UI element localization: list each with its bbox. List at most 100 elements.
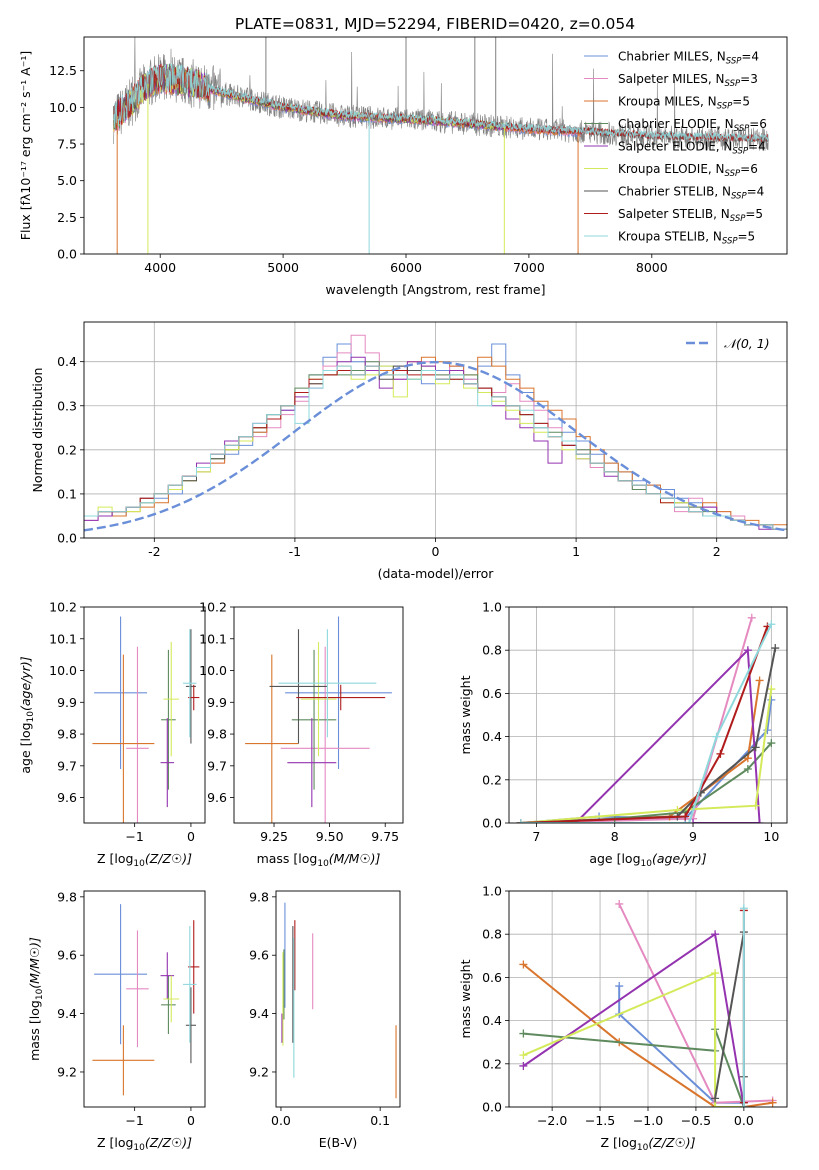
series-point-salpeter_elodie — [519, 1061, 528, 1070]
y-tick-label: 9.6 — [57, 790, 77, 805]
x-tick-label: 10 — [763, 829, 779, 844]
y-tick-label: 5.0 — [57, 173, 77, 188]
y-tick-label: 0.2 — [57, 442, 77, 457]
residuals-xlabel: (data-model)/error — [378, 566, 495, 581]
legend-label: Salpeter ELODIE, NSSP=4 — [618, 140, 766, 157]
axes-frame — [508, 606, 788, 824]
axes-frame — [83, 606, 206, 824]
y-tick-label: 0.3 — [57, 398, 77, 413]
x-tick-label: 0 — [187, 1113, 195, 1128]
series-point-kroupa_elodie — [519, 1051, 528, 1060]
series-point-salpeter_elodie — [755, 819, 764, 823]
residuals-ylabel: Normed distribution — [30, 368, 45, 493]
series-point-kroupa_elodie — [711, 969, 720, 978]
x-tick-label: −0.5 — [681, 1113, 711, 1128]
series-point-chabrier_stelib — [711, 1094, 720, 1103]
legend-label: Kroupa ELODIE, NSSP=6 — [618, 162, 758, 179]
x-tick-label: 1 — [572, 544, 580, 559]
series-point-chabrier_miles — [767, 695, 776, 704]
legend-label: Salpeter MILES, NSSP=3 — [618, 72, 758, 89]
series-point-salpeter_elodie — [711, 930, 720, 939]
mass_vs_ebv-xlabel: E(B-V) — [319, 1135, 358, 1150]
plot-area-age_vs_Z — [92, 616, 200, 823]
x-tick-label: -1 — [289, 544, 301, 559]
series-point-kroupa_elodie — [711, 1103, 720, 1107]
y-tick-label: 9.2 — [249, 1064, 269, 1079]
x-tick-label: 7 — [532, 829, 540, 844]
y-tick-label: 10.1 — [49, 631, 77, 646]
massweight_vs_age-ylabel: mass weight — [458, 675, 473, 754]
x-tick-label: 7000 — [513, 260, 545, 275]
axes-frame — [233, 606, 404, 824]
age_vs_mass-xlabel: mass [log10(M/M☉)] — [257, 851, 381, 869]
x-tick-label: 0.0 — [734, 1113, 754, 1128]
y-tick-label: 0.4 — [482, 1013, 502, 1028]
y-tick-label: 0.0 — [57, 531, 77, 546]
legend-label: Salpeter STELIB, NSSP=5 — [618, 207, 763, 224]
y-tick-label: 12.5 — [49, 63, 77, 78]
series-point-kroupa_miles — [519, 960, 528, 969]
x-tick-label: 6000 — [390, 260, 422, 275]
y-tick-label: 0.0 — [57, 247, 77, 262]
histogram-kroupa_stelib — [84, 365, 787, 538]
y-tick-label: 9.7 — [207, 758, 227, 773]
normal-curve — [84, 360, 787, 532]
series-point-kroupa_miles — [768, 1098, 777, 1107]
series-line-kroupa_elodie — [520, 688, 773, 823]
series-line-kroupa_miles — [520, 680, 761, 823]
legend-label: Kroupa STELIB, NSSP=5 — [618, 230, 755, 247]
legend-label: 𝒩(0, 1) — [724, 336, 770, 351]
y-tick-label: 9.9 — [57, 695, 77, 710]
series-line-chabrier_elodie — [520, 742, 773, 823]
legend-label: Kroupa MILES, NSSP=5 — [618, 95, 750, 112]
y-tick-label: 7.5 — [57, 137, 77, 152]
plot-area-age_vs_mass — [245, 616, 392, 823]
series-point-salpeter_elodie — [689, 819, 698, 823]
series-point-salpeter_stelib — [681, 812, 690, 821]
y-tick-label: 2.5 — [57, 210, 77, 225]
plot-area-massweight_vs_age — [516, 613, 780, 823]
axes-residuals: -2 -1 0 1 2 0.0 0.1 0.2 0.3 0.4 (data-model)/error… — [30, 321, 788, 581]
x-tick-label: 0 — [432, 544, 440, 559]
x-tick-label: −2.0 — [537, 1113, 567, 1128]
y-tick-label: 10.0 — [49, 663, 77, 678]
spectrum-model-kroupa_stelib — [113, 63, 769, 143]
x-tick-label: −1.5 — [585, 1113, 615, 1128]
y-tick-label: 0.0 — [482, 816, 502, 831]
series-point-chabrier_elodie — [743, 765, 752, 773]
y-tick-label: 10.1 — [199, 631, 227, 646]
series-point-kroupa_stelib — [712, 732, 721, 741]
spectrum-ylabel: Flux [fλ10⁻¹⁷ erg cm⁻² s⁻¹ A⁻¹] — [18, 51, 33, 240]
series-point-kroupa_stelib — [685, 819, 694, 823]
series-line-salpeter_miles — [520, 617, 753, 823]
massweight_vs_Z-ylabel: mass weight — [458, 959, 473, 1038]
axes-frame — [508, 890, 788, 1108]
series-line-kroupa_elodie — [523, 971, 744, 1107]
series-line-salpeter_stelib — [520, 626, 769, 823]
mass_vs_Z-ylabel: mass [log10(M/M☉)] — [27, 937, 45, 1061]
plot-area-mass_vs_ebv — [281, 902, 397, 1099]
y-tick-label: 0.6 — [482, 686, 502, 701]
series-point-salpeter_elodie — [743, 646, 752, 655]
x-tick-label: −1.0 — [633, 1113, 663, 1128]
y-tick-label: 9.8 — [57, 889, 77, 904]
x-tick-label: 0.1 — [370, 1113, 390, 1128]
series-point-chabrier_stelib — [751, 743, 760, 752]
series-point-kroupa_stelib — [516, 819, 525, 823]
x-tick-label: 9.25 — [260, 829, 288, 844]
y-tick-label: 9.8 — [57, 727, 77, 742]
axes-massweight_vs_Z: −2.0 −1.5 −1.0 −0.5 0.0 0.0 0.2 0.4 0.6 0.8 1.0 Z [… — [458, 884, 788, 1153]
x-tick-label: 4000 — [144, 260, 176, 275]
x-tick-label: 2 — [713, 544, 721, 559]
age_vs_Z-ylabel: age [log10(age/yr)] — [18, 656, 36, 773]
y-tick-label: 9.4 — [249, 1006, 269, 1021]
y-tick-label: 10.0 — [199, 663, 227, 678]
x-tick-label: 9.50 — [316, 829, 344, 844]
y-tick-label: 0.0 — [482, 1100, 502, 1115]
series-point-kroupa_stelib — [739, 904, 748, 913]
series-point-kroupa_elodie — [767, 685, 776, 694]
x-tick-label: 5000 — [267, 260, 299, 275]
series-point-salpeter_miles — [747, 613, 756, 622]
axes-frame — [83, 36, 788, 255]
x-tick-label: 8 — [611, 829, 619, 844]
